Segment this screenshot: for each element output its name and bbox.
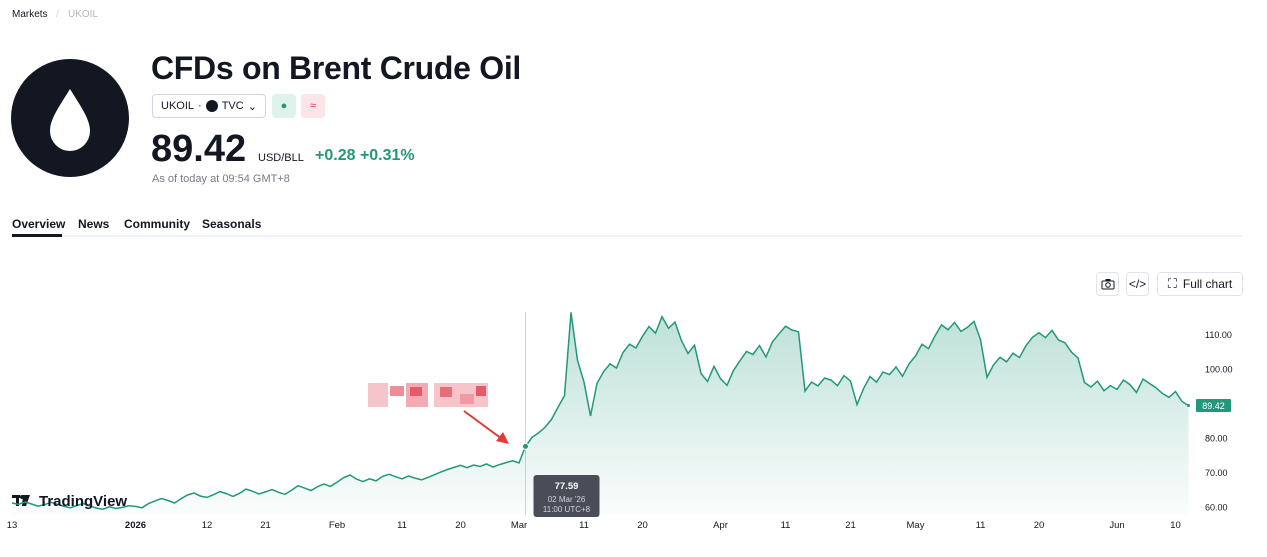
change-abs: +0.28	[315, 147, 356, 164]
embed-button[interactable]: </>	[1126, 272, 1149, 296]
tooltip-date: 02 Mar '26	[548, 495, 586, 504]
drop-icon	[50, 89, 90, 151]
exchange-icon	[205, 100, 218, 112]
redacted-label	[368, 383, 488, 407]
tooltip-value: 77.59	[555, 481, 579, 492]
x-tick-label: 20	[455, 520, 466, 531]
tab-separator	[12, 235, 1242, 237]
x-tick-label: 21	[260, 520, 271, 531]
tab-underline	[12, 234, 62, 237]
breadcrumb-link[interactable]: Markets	[12, 9, 48, 20]
breadcrumb-separator: /	[56, 9, 59, 20]
snapshot-button[interactable]	[1096, 272, 1119, 296]
change: +0.28 +0.31%	[315, 147, 415, 165]
symbol-pill[interactable]: UKOIL · TVC ⌄	[152, 94, 266, 118]
status-badge[interactable]: ●	[272, 94, 296, 118]
x-tick-label: 2026	[125, 520, 146, 531]
dot: ·	[198, 100, 202, 112]
tooltip-time: 11:00 UTC+8	[543, 505, 591, 514]
full-chart-label: Full chart	[1182, 277, 1233, 291]
camera-icon	[1101, 279, 1114, 290]
watermark-text: TradingView	[39, 493, 127, 510]
full-chart-button[interactable]: ⛶ Full chart	[1157, 272, 1243, 296]
x-tick-label: 11	[976, 520, 986, 531]
y-tick-label: 110.00	[1205, 330, 1232, 340]
x-tick-label: Apr	[713, 520, 728, 531]
tab[interactable]: News	[78, 217, 110, 231]
symbol: UKOIL	[161, 100, 195, 112]
tooltip	[533, 475, 600, 517]
x-tick-label: Jun	[1109, 520, 1124, 531]
x-tick-label: Feb	[329, 520, 345, 531]
x-tick-label: Mar	[511, 520, 527, 531]
price-tag-label: 89.42	[1202, 401, 1225, 411]
x-tick-label: 11	[397, 520, 407, 531]
annotation-arrow	[463, 410, 509, 444]
as-of: As of today at 09:54 GMT+8	[152, 173, 290, 185]
x-tick-label: 12	[202, 520, 213, 531]
symbol-logo	[11, 59, 129, 177]
price-area	[12, 312, 1189, 514]
price-tag	[1196, 399, 1231, 413]
last-point	[1187, 404, 1190, 408]
breadcrumb-current: UKOIL	[68, 9, 99, 20]
currency: USD/BLL	[258, 152, 304, 164]
y-tick-label: 100.00	[1205, 365, 1233, 375]
price: 89.42	[151, 128, 247, 170]
change-pct: +0.31%	[359, 147, 415, 164]
exchange: TVC	[221, 100, 244, 112]
chevron: ⌄	[247, 100, 257, 113]
hover-point	[522, 442, 529, 450]
tab[interactable]: Seasonals	[202, 217, 262, 231]
tab[interactable]: Overview	[12, 217, 66, 231]
y-tick-label: 80.00	[1205, 434, 1228, 444]
x-tick-label: May	[907, 520, 925, 531]
expand-icon: ⛶	[1167, 276, 1177, 291]
price-line	[11, 312, 1189, 510]
tab[interactable]: Community	[124, 217, 190, 231]
y-tick-label: 70.00	[1205, 468, 1228, 478]
x-tick-label: 11	[781, 520, 791, 531]
x-tick-label: 10	[1170, 520, 1181, 531]
x-tick-label: 20	[637, 520, 648, 531]
x-tick-label: 20	[1034, 520, 1045, 531]
y-tick-label: 60.00	[1205, 503, 1228, 513]
x-tick-label: 21	[845, 520, 856, 531]
derived-badge[interactable]: ≈	[301, 94, 325, 118]
x-tick-label: 13	[7, 520, 18, 531]
page-title: CFDs on Brent Crude Oil	[151, 50, 522, 86]
x-tick-label: 11	[579, 520, 589, 531]
